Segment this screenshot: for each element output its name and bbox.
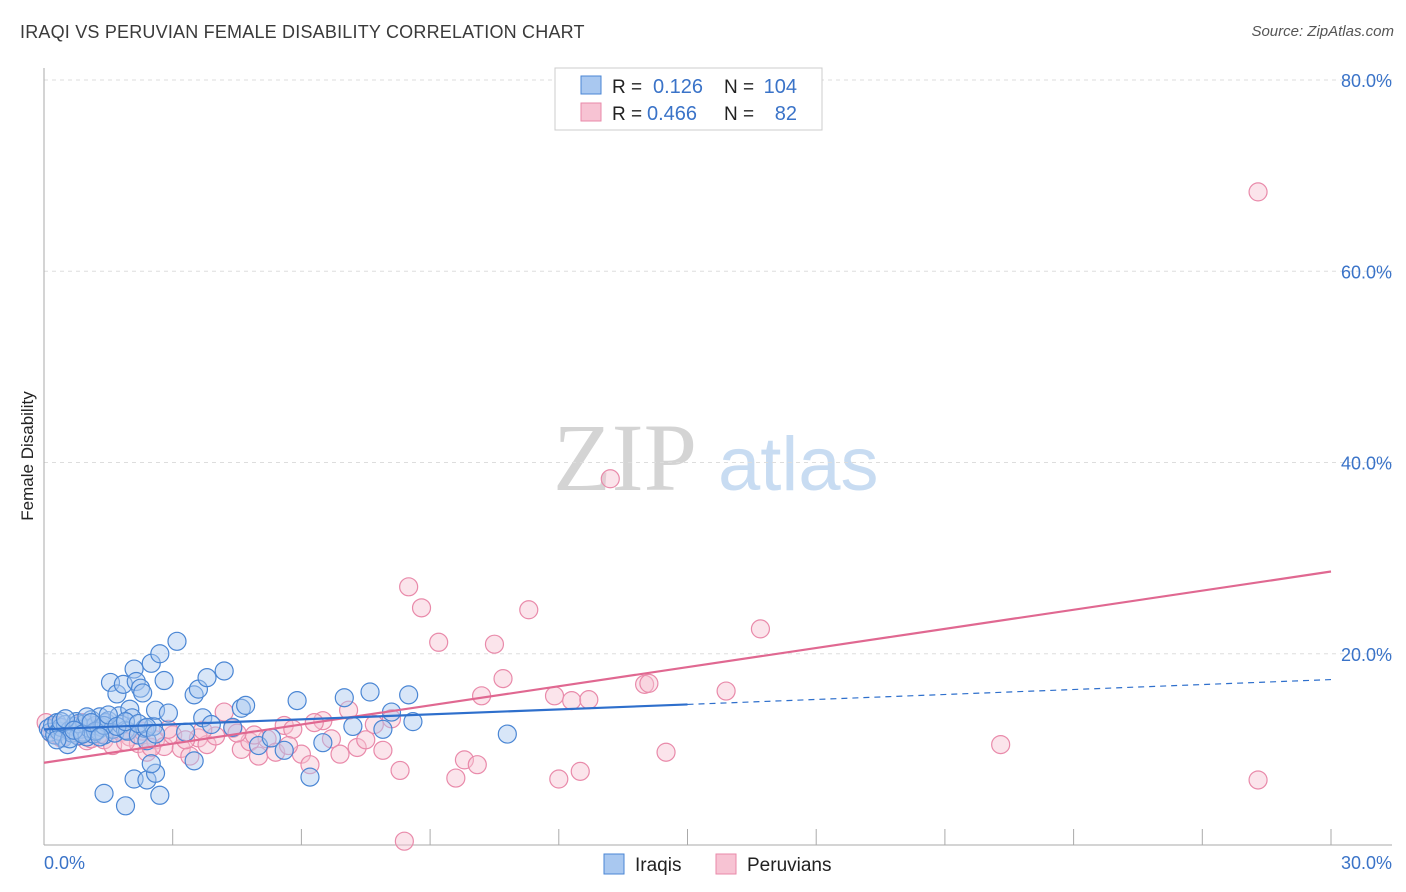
peruvian-point <box>390 760 410 781</box>
peruvian-point <box>446 768 466 788</box>
peruvian-point <box>399 577 419 597</box>
iraqi-point <box>150 785 170 805</box>
x-tick-label-min: 0.0% <box>44 853 85 873</box>
peruvian-point <box>656 742 676 762</box>
peruvians-legend-swatch <box>580 102 602 122</box>
peruvian-point <box>394 831 414 851</box>
iraqi-point <box>150 644 170 664</box>
peruvian-point <box>549 769 569 789</box>
peruvian-point <box>519 600 539 620</box>
iraqi-point <box>107 684 127 704</box>
iraqi-point <box>497 724 517 744</box>
peruvian-point <box>429 632 449 652</box>
iraqi-point <box>313 733 333 753</box>
peruvian-point <box>1248 770 1268 790</box>
iraqi-point <box>145 724 166 744</box>
x-tick-label-max: 30.0% <box>1341 853 1392 873</box>
peruvians-n-value: 82 <box>775 103 797 125</box>
series-legend: Iraqis Peruvians <box>603 853 832 876</box>
peruvian-point <box>544 686 565 706</box>
iraqi-point <box>343 716 363 737</box>
iraqis-r-value: 0.126 <box>653 76 703 98</box>
peruvian-point <box>484 634 505 654</box>
peruvian-point <box>562 691 582 711</box>
iraqi-point <box>403 712 423 732</box>
peruvian-point <box>330 744 350 764</box>
peruvians-legend-label: Peruvians <box>747 855 832 876</box>
peruvian-point <box>639 673 659 693</box>
iraqi-point <box>334 688 354 708</box>
peruvian-point <box>493 669 513 689</box>
iraqis-legend-label: Iraqis <box>635 855 681 876</box>
iraqis-r-label: R = <box>612 77 642 98</box>
iraqis-legend-swatch <box>580 75 602 95</box>
y-axis-title: Female Disability <box>18 391 37 521</box>
iraqi-point <box>47 730 67 750</box>
trend-lines <box>43 570 1332 764</box>
iraqi-point <box>124 659 144 679</box>
iraqi-point <box>167 631 187 651</box>
iraqi-point <box>158 703 179 723</box>
iraqi-point <box>175 722 196 742</box>
iraqi-point <box>201 714 221 735</box>
watermark-atlas: atlas <box>718 422 879 507</box>
iraqi-point <box>94 783 114 803</box>
iraqi-point <box>360 682 380 702</box>
gridlines <box>44 79 1392 655</box>
y-tick-labels: 20.0% 40.0% 60.0% 80.0% <box>1341 71 1392 665</box>
peruvian-point <box>570 761 590 781</box>
watermark-zip: ZIP <box>553 404 697 511</box>
peruvians-trend-line <box>43 570 1332 764</box>
iraqi-point <box>133 683 153 703</box>
peruvian-point <box>454 750 475 770</box>
iraqi-point <box>236 695 256 715</box>
chart-title: IRAQI VS PERUVIAN FEMALE DISABILITY CORR… <box>20 22 585 42</box>
stats-legend: R = 0.126 N = 104 R = 0.466 N = 82 <box>554 67 823 131</box>
peruvian-point <box>1248 182 1268 202</box>
iraqi-point <box>274 740 294 760</box>
peruvian-point <box>467 755 487 775</box>
iraqis-trend-line <box>43 703 688 731</box>
peruvian-point <box>283 719 303 739</box>
peruvian-point <box>411 598 432 618</box>
iraqi-point <box>154 670 174 691</box>
peruvians-bottom-swatch <box>715 853 737 875</box>
peruvian-point <box>373 740 393 760</box>
peruvians-points <box>36 182 1268 851</box>
peruvian-point <box>716 681 736 701</box>
iraqi-point <box>373 719 393 739</box>
iraqi-point <box>300 767 320 787</box>
peruvians-n-label: N = <box>724 104 754 125</box>
iraqis-bottom-swatch <box>603 853 625 875</box>
iraqi-point <box>399 685 419 705</box>
iraqi-point <box>115 796 136 816</box>
iraqis-points <box>38 631 517 816</box>
y-tick-label-80: 80.0% <box>1341 71 1392 91</box>
peruvians-r-value: 0.466 <box>647 103 697 125</box>
x-axis-ticks <box>43 829 1332 845</box>
peruvian-point <box>750 619 771 639</box>
source-credit: Source: ZipAtlas.com <box>1251 23 1394 40</box>
iraqi-point <box>197 668 217 688</box>
iraqi-point <box>214 661 234 681</box>
iraqi-point <box>90 727 110 747</box>
iraqi-point <box>184 751 204 771</box>
peruvian-point <box>600 469 620 489</box>
y-tick-label-60: 60.0% <box>1341 262 1392 282</box>
peruvian-point <box>356 730 376 750</box>
iraqi-point <box>145 763 166 783</box>
peruvian-point <box>579 690 599 710</box>
peruvian-point <box>991 734 1011 755</box>
y-tick-label-40: 40.0% <box>1341 454 1392 474</box>
iraqi-point <box>287 691 307 711</box>
iraqis-n-label: N = <box>724 77 754 98</box>
y-tick-label-20: 20.0% <box>1341 645 1392 665</box>
iraqis-n-value: 104 <box>764 76 797 98</box>
iraqis-trend-extension <box>687 678 1332 706</box>
peruvians-r-label: R = <box>612 104 642 125</box>
iraqi-point <box>141 754 161 774</box>
